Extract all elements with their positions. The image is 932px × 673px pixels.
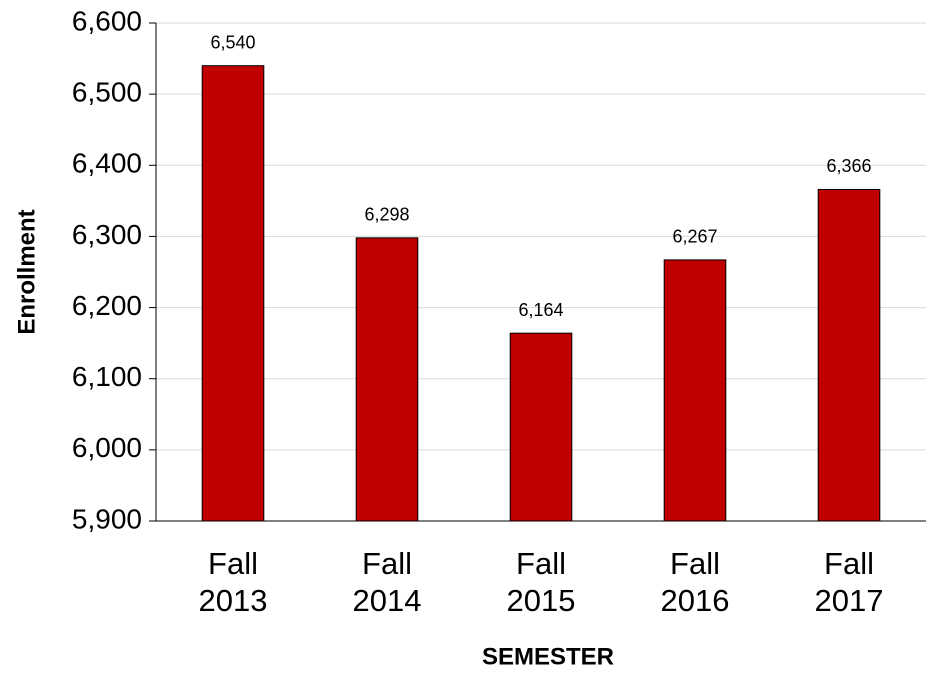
y-tick-label: 6,500 [72, 77, 142, 108]
bar [509, 332, 573, 522]
y-tick-label: 6,600 [72, 5, 142, 36]
x-tick-label: Fall 2013 [198, 546, 268, 618]
y-tick-label: 6,000 [72, 432, 142, 463]
bar [817, 188, 881, 522]
y-tick-label: 6,200 [72, 290, 142, 321]
x-tick-label: Fall 2016 [660, 546, 730, 618]
y-axis-label: Enrollment [13, 209, 40, 334]
x-tick-label: Fall 2014 [352, 546, 422, 618]
y-tick-label: 5,900 [72, 503, 142, 534]
x-tick-label: Fall 2017 [814, 546, 884, 618]
x-tick-label: Fall 2015 [506, 546, 576, 618]
x-axis-label: SEMESTER [482, 643, 614, 670]
data-label: 6,267 [672, 227, 717, 247]
bar [663, 259, 727, 522]
data-label: 6,366 [826, 156, 871, 176]
y-tick-label: 6,100 [72, 361, 142, 392]
data-label: 6,540 [210, 32, 255, 52]
bar [201, 65, 265, 522]
data-label: 6,298 [364, 205, 409, 225]
y-tick-label: 6,400 [72, 148, 142, 179]
bar [355, 237, 419, 522]
y-tick-label: 6,300 [72, 219, 142, 250]
data-label: 6,164 [518, 300, 563, 320]
